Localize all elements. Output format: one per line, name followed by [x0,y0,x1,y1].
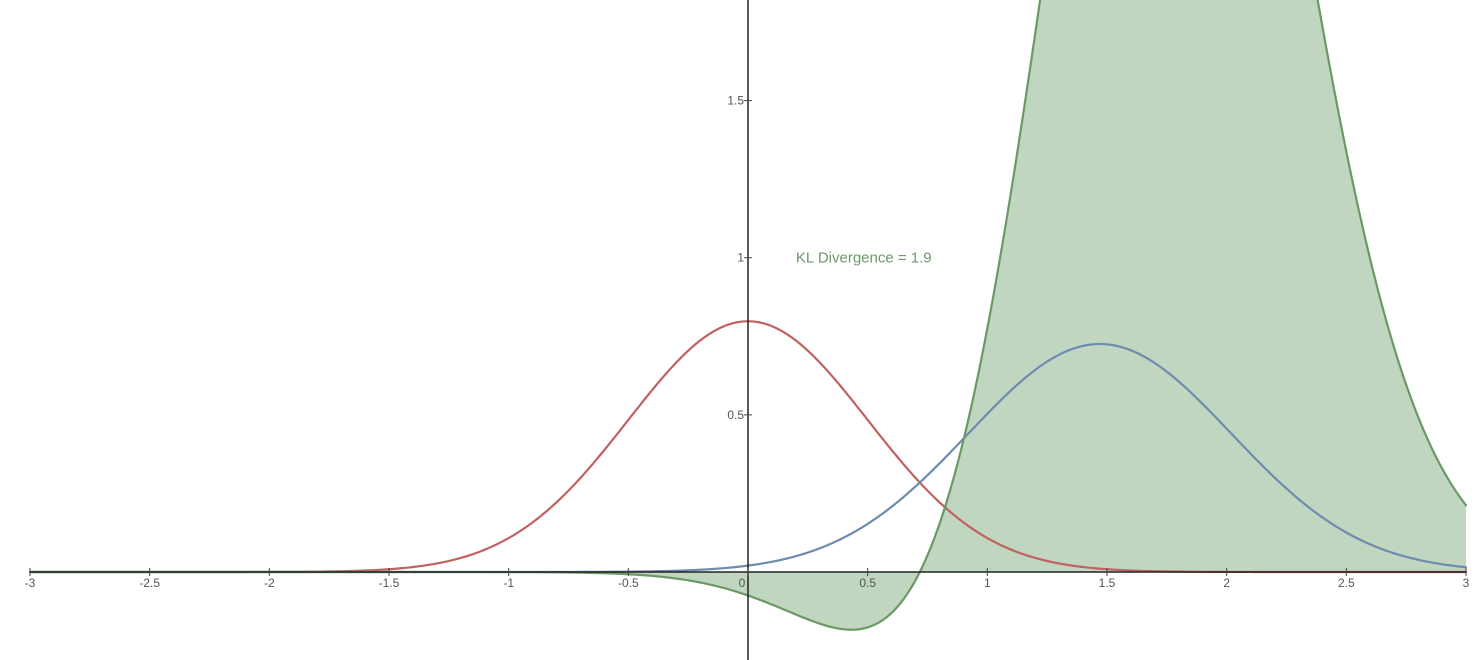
x-tick-label: -1 [503,576,514,590]
x-tick-label: 0 [739,576,746,590]
x-tick-label: -2 [264,576,275,590]
y-tick-label: 0.5 [727,408,744,422]
x-tick-label: 0.5 [859,576,876,590]
fill-layer [30,0,1466,630]
x-tick-label: -2.5 [139,576,160,590]
x-tick-label: 2 [1223,576,1230,590]
x-tick-label: -0.5 [618,576,639,590]
x-tick-label: 3 [1463,576,1470,590]
x-tick-label: -1.5 [379,576,400,590]
kl-integrand-fill [30,0,1466,630]
x-tick-layer: -3 -2.5 -2 -1.5 -1 -0.5 0 0.5 1 1.5 2 2.5 3 [25,568,1470,590]
y-tick-label: 1 [737,251,744,265]
x-tick-label: 1.5 [1099,576,1116,590]
kl-divergence-label: KL Divergence = 1.9 [796,250,932,267]
x-tick-label: -3 [25,576,36,590]
x-tick-label: 2.5 [1338,576,1355,590]
x-tick-label: 1 [984,576,991,590]
y-tick-layer: 0.5 1 1.5 [727,94,752,422]
y-tick-label: 1.5 [727,94,744,108]
